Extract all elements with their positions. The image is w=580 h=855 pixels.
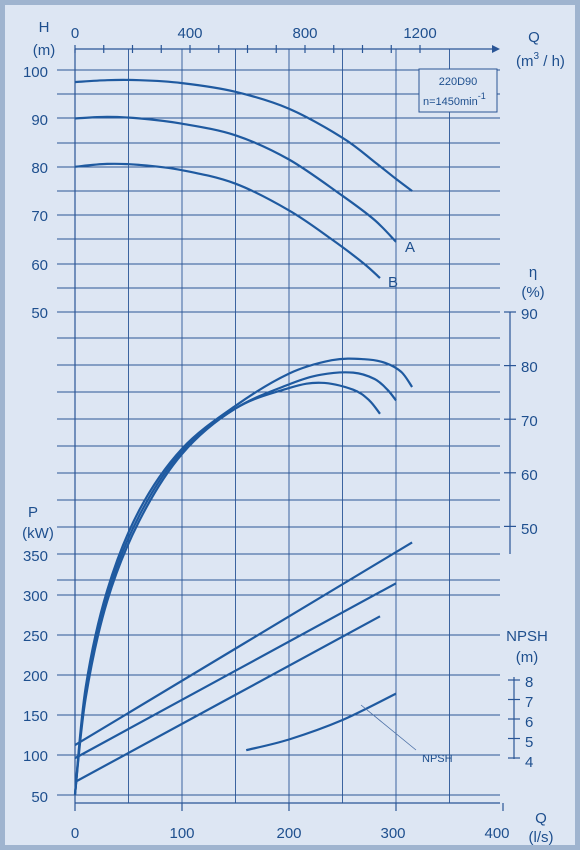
npsh-curve xyxy=(245,692,397,752)
q-top-arrow xyxy=(492,45,500,53)
p-axis-label: P xyxy=(28,504,38,521)
npsh-axis: NPSH (m) 8 7 6 5 4 xyxy=(506,628,548,771)
npsh-tick: 4 xyxy=(525,754,533,771)
npsh-curve-label: NPSH xyxy=(422,753,453,765)
efficiency-curve-3 xyxy=(73,381,381,795)
p-tick: 150 xyxy=(23,708,48,725)
pump-performance-chart: Q (m3 / h) 0 400 800 1200 H (m) 100 90 8… xyxy=(22,19,565,846)
npsh-axis-label: NPSH xyxy=(506,628,548,645)
power-curve-1 xyxy=(74,541,413,747)
h-axis-label: H xyxy=(39,19,50,36)
eta-tick: 50 xyxy=(521,521,538,538)
eta-tick: 70 xyxy=(521,413,538,430)
npsh-axis-unit: (m) xyxy=(516,649,539,666)
q-bottom-axis: 0 100 200 300 400 Q (l/s) xyxy=(71,810,554,846)
q-top-tick: 400 xyxy=(177,25,202,42)
p-axis: P (kW) 350 300 250 200 150 100 50 xyxy=(22,504,54,806)
grid xyxy=(57,45,520,811)
eta-tick: 90 xyxy=(521,306,538,323)
p-tick: 250 xyxy=(23,628,48,645)
q-top-tick: 0 xyxy=(71,25,79,42)
p-axis-unit: (kW) xyxy=(22,525,54,542)
q-top-unit: (m3 / h) xyxy=(516,51,565,70)
eta-tick: 80 xyxy=(521,359,538,376)
model-info-border xyxy=(418,68,498,113)
h-axis: H (m) 100 90 80 70 60 50 xyxy=(23,19,55,322)
p-tick: 100 xyxy=(23,748,48,765)
p-tick: 50 xyxy=(31,789,48,806)
p-tick: 200 xyxy=(23,668,48,685)
h-tick: 50 xyxy=(31,305,48,322)
h-tick: 70 xyxy=(31,208,48,225)
q-bottom-tick: 0 xyxy=(71,825,79,842)
q-top-label: Q xyxy=(528,29,540,46)
h-tick: 90 xyxy=(31,112,48,129)
npsh-tick: 5 xyxy=(525,734,533,751)
p-tick: 350 xyxy=(23,548,48,565)
curve-label-b: B xyxy=(388,274,398,291)
q-top-tick: 800 xyxy=(292,25,317,42)
curve-label-a: A xyxy=(405,239,415,256)
power-curve-3 xyxy=(74,615,381,783)
speed-label: n=1450min-1 xyxy=(423,91,486,108)
curves xyxy=(73,78,414,795)
p-tick: 300 xyxy=(23,588,48,605)
model-name: 220D90 xyxy=(439,76,478,88)
npsh-callout-line xyxy=(360,704,417,751)
q-bottom-unit: (l/s) xyxy=(529,829,554,846)
eta-axis-unit: (%) xyxy=(521,284,544,301)
q-bottom-label: Q xyxy=(535,810,547,827)
h-tick: 60 xyxy=(31,257,48,274)
npsh-tick: 8 xyxy=(525,674,533,691)
head-curve-2 xyxy=(74,115,397,243)
q-bottom-tick: 100 xyxy=(169,825,194,842)
efficiency-curve-1 xyxy=(73,357,414,795)
head-curve-3 xyxy=(74,162,381,279)
h-tick: 100 xyxy=(23,64,48,81)
q-bottom-tick: 300 xyxy=(380,825,405,842)
eta-tick: 60 xyxy=(521,467,538,484)
q-top-axis: Q (m3 / h) 0 400 800 1200 xyxy=(71,25,565,70)
eta-axis: η (%) 90 80 70 60 50 xyxy=(521,264,545,538)
npsh-tick: 6 xyxy=(525,714,533,731)
model-info-box: 220D90 n=1450min-1 xyxy=(418,68,498,113)
power-curve-2 xyxy=(74,582,397,760)
h-tick: 80 xyxy=(31,160,48,177)
npsh-tick: 7 xyxy=(525,694,533,711)
q-bottom-tick: 400 xyxy=(484,825,509,842)
q-top-tick: 1200 xyxy=(403,25,436,42)
h-axis-unit: (m) xyxy=(33,42,56,59)
eta-axis-label: η xyxy=(529,264,537,281)
q-bottom-tick: 200 xyxy=(276,825,301,842)
head-curve-1 xyxy=(74,78,413,192)
